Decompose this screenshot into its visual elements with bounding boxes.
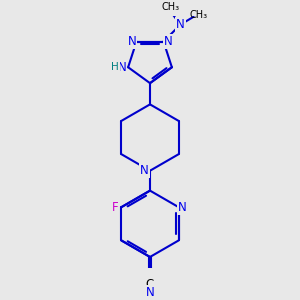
Text: C: C <box>146 278 154 291</box>
Text: N: N <box>178 201 187 214</box>
Text: N: N <box>146 286 154 299</box>
Text: N: N <box>164 35 172 48</box>
Text: H: H <box>111 62 119 72</box>
Text: F: F <box>112 201 119 214</box>
Text: N: N <box>176 18 185 31</box>
Text: CH₃: CH₃ <box>190 10 208 20</box>
Text: N: N <box>128 35 136 48</box>
Text: N: N <box>118 61 126 74</box>
Text: N: N <box>140 164 149 177</box>
Text: CH₃: CH₃ <box>161 2 179 12</box>
